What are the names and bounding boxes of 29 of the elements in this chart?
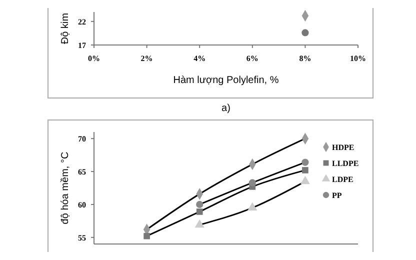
legend-label: LDPE: [332, 175, 354, 184]
y-tick-label: 65: [78, 168, 86, 177]
x-tick-label: 0%: [88, 54, 100, 63]
legend-label: HDPE: [332, 143, 354, 152]
y-tick-label: 22: [78, 17, 86, 26]
x-tick-label: 4%: [194, 54, 206, 63]
x-tick-label: 10%: [350, 54, 366, 63]
y-axis-title: Độ kim: [60, 12, 71, 44]
legend-label: LLDPE: [332, 159, 359, 168]
y-tick-label: 70: [78, 134, 86, 144]
point: [302, 158, 309, 166]
y-tick-label: 60: [78, 200, 86, 210]
point: [248, 202, 258, 211]
point: [196, 208, 203, 215]
point: [248, 179, 256, 186]
legend-label: PP: [332, 191, 342, 200]
point: [194, 219, 204, 228]
point: [196, 200, 204, 208]
point: [302, 167, 308, 174]
point: [144, 232, 150, 240]
x-tick-label: 2%: [140, 54, 153, 63]
text: a): [222, 103, 230, 114]
x-tick-label: 6%: [246, 54, 258, 63]
point: [300, 176, 310, 184]
x-tick-label: 8%: [299, 54, 312, 63]
y-tick-label: 55: [78, 233, 86, 242]
y-axis-title: độ hóa mềm, °C: [60, 152, 71, 224]
x-axis-title: Hàm lượng Polylefin, %: [173, 75, 279, 86]
y-tick-label: 17: [78, 41, 86, 50]
